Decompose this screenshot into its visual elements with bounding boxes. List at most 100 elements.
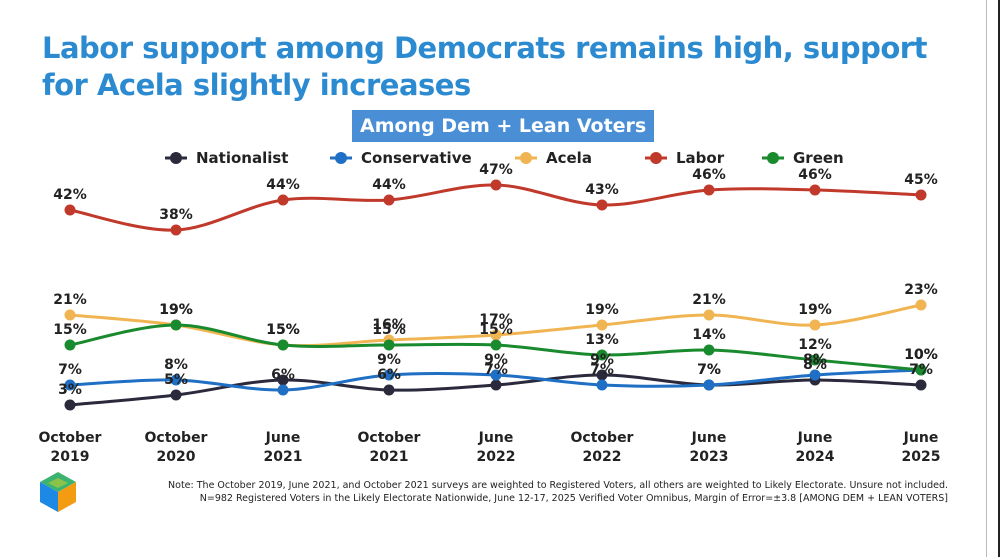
data-point-labor (915, 189, 927, 201)
data-label-green: 13% (585, 332, 619, 348)
legend-item-labor: Labor (645, 149, 725, 167)
legend-item-green: Green (762, 149, 844, 167)
data-point-acela (703, 309, 715, 321)
data-label-green: 14% (692, 327, 726, 343)
x-tick-label: June 2022 (477, 430, 516, 465)
chart-subtitle: Among Dem + Lean Voters (352, 110, 655, 142)
x-tick-label: October 2022 (571, 430, 634, 465)
data-point-labor (490, 179, 502, 191)
data-point-nationalist (915, 379, 927, 391)
data-label-nationalist: 6% (377, 367, 401, 383)
data-point-nationalist (64, 399, 76, 411)
data-point-labor (277, 194, 289, 206)
chart-title: Labor support among Democrats remains hi… (42, 31, 927, 102)
data-label-nationalist: 7% (484, 362, 508, 378)
data-point-green (64, 339, 76, 351)
data-label-acela: 17% (479, 312, 513, 328)
legend-item-acela: Acela (515, 149, 592, 167)
data-point-labor (703, 184, 715, 196)
footnote-line-2: N=982 Registered Voters in the Likely El… (199, 493, 948, 504)
x-tick-label: October 2021 (358, 430, 421, 465)
data-point-green (809, 354, 821, 366)
data-label-conservative: 7% (58, 362, 82, 378)
data-label-green: 15% (266, 322, 300, 338)
data-label-conservative: 8% (803, 352, 827, 368)
data-point-acela (915, 299, 927, 311)
data-label-acela: 21% (53, 292, 87, 308)
data-label-labor: 42% (53, 187, 87, 203)
legend-label: Acela (546, 149, 592, 167)
data-point-conservative (596, 379, 608, 391)
data-label-green: 12% (798, 337, 832, 353)
data-label-conservative: 9% (377, 352, 401, 368)
data-point-acela (64, 309, 76, 321)
data-point-acela (490, 329, 502, 341)
data-point-conservative (170, 374, 182, 386)
legend-marker (170, 152, 182, 164)
data-point-acela (596, 319, 608, 331)
legend-item-nationalist: Nationalist (165, 149, 288, 167)
data-point-conservative (490, 369, 502, 381)
data-point-green (277, 339, 289, 351)
data-point-labor (170, 224, 182, 236)
data-point-labor (809, 184, 821, 196)
data-point-conservative (809, 369, 821, 381)
legend-label: Green (793, 149, 844, 167)
x-tick-label: October 2020 (145, 430, 208, 465)
data-point-nationalist (383, 384, 395, 396)
data-label-labor: 46% (798, 167, 832, 183)
x-tick-label: June 2023 (690, 430, 729, 465)
series-points (64, 179, 927, 411)
data-label-acela: 15% (266, 322, 300, 338)
legend-marker (335, 152, 347, 164)
data-label-conservative: 10% (904, 347, 938, 363)
data-label-labor: 43% (585, 182, 619, 198)
data-label-nationalist: 5% (164, 372, 188, 388)
edge-bar (998, 0, 1000, 557)
data-label-acela: 19% (159, 302, 193, 318)
legend-marker (520, 152, 532, 164)
footnote-line-1: Note: The October 2019, June 2021, and O… (168, 480, 948, 491)
data-label-acela: 16% (372, 317, 406, 333)
data-label-green: 19% (159, 302, 193, 318)
data-label-acela: 23% (904, 282, 938, 298)
data-label-acela: 19% (798, 302, 832, 318)
data-label-labor: 38% (159, 207, 193, 223)
data-point-nationalist (490, 379, 502, 391)
data-label-conservative: 9% (484, 352, 508, 368)
data-point-conservative (383, 369, 395, 381)
data-label-green: 15% (53, 322, 87, 338)
data-label-conservative: 7% (697, 362, 721, 378)
legend-label: Labor (676, 149, 725, 167)
legend-marker (767, 152, 779, 164)
x-tick-label: June 2024 (796, 430, 835, 465)
data-label-labor: 47% (479, 162, 513, 178)
data-point-nationalist (277, 374, 289, 386)
footnote: Note: The October 2019, June 2021, and O… (168, 479, 948, 505)
x-axis: October 2019 October 2020 June 2021 October 202… (39, 430, 941, 465)
data-label-nationalist: 9% (590, 352, 614, 368)
data-point-acela (809, 319, 821, 331)
x-tick-label: June 2025 (902, 430, 941, 465)
data-label-green: 15% (479, 322, 513, 338)
data-label-conservative: 6% (271, 367, 295, 383)
cube-logo-icon (40, 472, 76, 512)
data-point-green (596, 349, 608, 361)
data-point-conservative (277, 384, 289, 396)
legend: Nationalist Conservative Acela Labor Green (165, 149, 844, 167)
data-point-labor (383, 194, 395, 206)
data-label-labor: 44% (266, 177, 300, 193)
data-point-conservative (703, 379, 715, 391)
data-label-conservative: 7% (590, 362, 614, 378)
data-label-labor: 45% (904, 172, 938, 188)
data-label-acela: 19% (585, 302, 619, 318)
legend-item-conservative: Conservative (330, 149, 472, 167)
x-tick-label: June 2021 (264, 430, 303, 465)
edge-line (986, 0, 987, 557)
data-point-green (490, 339, 502, 351)
data-point-nationalist (596, 369, 608, 381)
data-label-green: 15% (372, 322, 406, 338)
data-label-labor: 44% (372, 177, 406, 193)
